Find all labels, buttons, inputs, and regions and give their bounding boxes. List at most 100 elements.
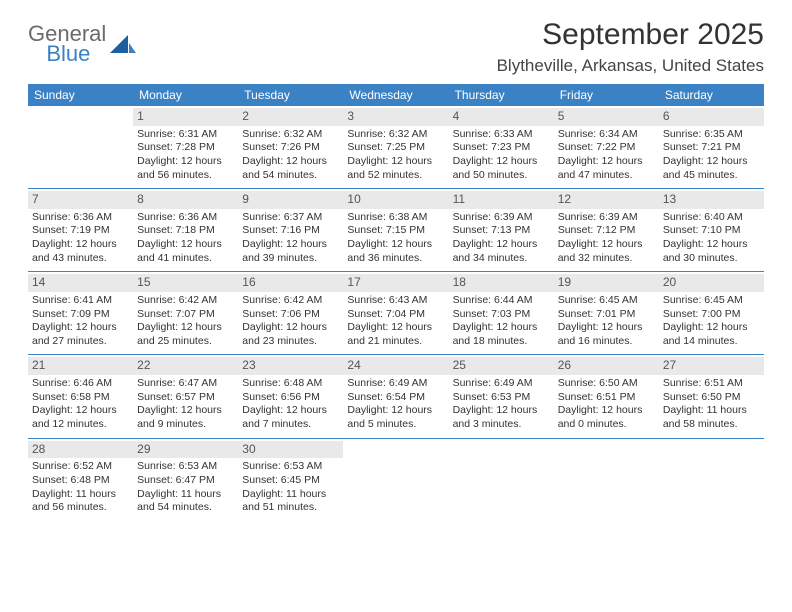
weekday-header: Wednesday: [343, 84, 448, 106]
day-day2: and 47 minutes.: [558, 169, 655, 183]
brand-text: General Blue: [28, 24, 106, 64]
calendar-day-cell: 18Sunrise: 6:44 AMSunset: 7:03 PMDayligh…: [449, 272, 554, 355]
day-day2: and 56 minutes.: [137, 169, 234, 183]
day-day1: Daylight: 12 hours: [663, 238, 760, 252]
day-day1: Daylight: 12 hours: [32, 238, 129, 252]
day-day1: Daylight: 12 hours: [137, 321, 234, 335]
weekday-header: Monday: [133, 84, 238, 106]
day-number: 11: [449, 191, 554, 209]
calendar-body: 1 Sunrise: 6:31 AMSunset: 7:28 PM Daylight…: [28, 106, 764, 521]
day-number: 7: [28, 191, 133, 209]
day-number: 23: [238, 357, 343, 375]
brand-word-2: Blue: [46, 44, 90, 64]
day-day2: and 25 minutes.: [137, 335, 234, 349]
day-day2: and 9 minutes.: [137, 418, 234, 432]
day-number: 4: [449, 108, 554, 126]
calendar-day-cell: 19Sunrise: 6:45 AMSunset: 7:01 PMDayligh…: [554, 272, 659, 355]
calendar-day-cell: 28Sunrise: 6:52 AMSunset: 6:48 PMDayligh…: [28, 438, 133, 521]
day-day2: and 16 minutes.: [558, 335, 655, 349]
calendar-day-cell: 24Sunrise: 6:49 AMSunset: 6:54 PMDayligh…: [343, 355, 448, 438]
day-day2: and 39 minutes.: [242, 252, 339, 266]
day-rise: Sunrise: 6:42 AM: [242, 294, 339, 308]
day-day1: Daylight: 12 hours: [453, 404, 550, 418]
day-number: 13: [659, 191, 764, 209]
day-set: Sunset: 7:03 PM: [453, 308, 550, 322]
weekday-header: Friday: [554, 84, 659, 106]
day-day2: and 45 minutes.: [663, 169, 760, 183]
header: General Blue September 2025 Blytheville,…: [28, 18, 764, 76]
calendar-day-cell: 26Sunrise: 6:50 AMSunset: 6:51 PMDayligh…: [554, 355, 659, 438]
day-set: Sunset: 6:51 PM: [558, 391, 655, 405]
day-set: Sunset: 7:28 PM: [137, 141, 234, 155]
day-day2: and 43 minutes.: [32, 252, 129, 266]
day-rise: Sunrise: 6:52 AM: [32, 460, 129, 474]
day-day2: and 18 minutes.: [453, 335, 550, 349]
day-rise: Sunrise: 6:45 AM: [558, 294, 655, 308]
calendar-day-cell: 21Sunrise: 6:46 AMSunset: 6:58 PMDayligh…: [28, 355, 133, 438]
day-number: 12: [554, 191, 659, 209]
brand-logo: General Blue: [28, 18, 136, 64]
day-number: 1: [133, 108, 238, 126]
day-day2: and 5 minutes.: [347, 418, 444, 432]
location-subtitle: Blytheville, Arkansas, United States: [497, 56, 764, 76]
calendar-day-cell: 30Sunrise: 6:53 AMSunset: 6:45 PMDayligh…: [238, 438, 343, 521]
day-day1: Daylight: 12 hours: [663, 321, 760, 335]
calendar-week-row: 14Sunrise: 6:41 AMSunset: 7:09 PMDayligh…: [28, 272, 764, 355]
day-rise: Sunrise: 6:49 AM: [347, 377, 444, 391]
calendar-day-cell: [28, 106, 133, 189]
day-rise: Sunrise: 6:48 AM: [242, 377, 339, 391]
day-day2: and 23 minutes.: [242, 335, 339, 349]
day-rise: Sunrise: 6:49 AM: [453, 377, 550, 391]
day-day1: Daylight: 12 hours: [347, 404, 444, 418]
day-day1: Daylight: 12 hours: [347, 155, 444, 169]
day-number: 26: [554, 357, 659, 375]
calendar-day-cell: 22Sunrise: 6:47 AMSunset: 6:57 PMDayligh…: [133, 355, 238, 438]
day-rise: Sunrise: 6:47 AM: [137, 377, 234, 391]
calendar-day-cell: [554, 438, 659, 521]
day-number: 30: [238, 441, 343, 459]
calendar-day-cell: 13Sunrise: 6:40 AMSunset: 7:10 PMDayligh…: [659, 189, 764, 272]
day-day1: Daylight: 12 hours: [32, 404, 129, 418]
day-day2: and 0 minutes.: [558, 418, 655, 432]
day-rise: Sunrise: 6:37 AM: [242, 211, 339, 225]
day-day1: Daylight: 12 hours: [347, 238, 444, 252]
day-rise: Sunrise: 6:36 AM: [137, 211, 234, 225]
weekday-header: Tuesday: [238, 84, 343, 106]
day-rise: Sunrise: 6:39 AM: [453, 211, 550, 225]
day-day2: and 52 minutes.: [347, 169, 444, 183]
day-rise: Sunrise: 6:42 AM: [137, 294, 234, 308]
day-set: Sunset: 6:54 PM: [347, 391, 444, 405]
day-day2: and 50 minutes.: [453, 169, 550, 183]
day-day1: Daylight: 12 hours: [242, 404, 339, 418]
day-day2: and 7 minutes.: [242, 418, 339, 432]
day-set: Sunset: 7:06 PM: [242, 308, 339, 322]
day-day1: Daylight: 11 hours: [242, 488, 339, 502]
day-day2: and 41 minutes.: [137, 252, 234, 266]
day-set: Sunset: 7:19 PM: [32, 224, 129, 238]
day-day1: Daylight: 12 hours: [663, 155, 760, 169]
calendar-day-cell: 23Sunrise: 6:48 AMSunset: 6:56 PMDayligh…: [238, 355, 343, 438]
day-rise: Sunrise: 6:36 AM: [32, 211, 129, 225]
calendar-day-cell: 15Sunrise: 6:42 AMSunset: 7:07 PMDayligh…: [133, 272, 238, 355]
day-day1: Daylight: 12 hours: [453, 155, 550, 169]
day-number: 17: [343, 274, 448, 292]
day-set: Sunset: 6:50 PM: [663, 391, 760, 405]
weekday-header: Sunday: [28, 84, 133, 106]
day-set: Sunset: 7:22 PM: [558, 141, 655, 155]
day-day2: and 51 minutes.: [242, 501, 339, 515]
day-number: 22: [133, 357, 238, 375]
day-set: Sunset: 7:18 PM: [137, 224, 234, 238]
day-rise: Sunrise: 6:53 AM: [242, 460, 339, 474]
day-day2: and 27 minutes.: [32, 335, 129, 349]
day-day2: and 32 minutes.: [558, 252, 655, 266]
calendar-day-cell: 9Sunrise: 6:37 AMSunset: 7:16 PMDaylight…: [238, 189, 343, 272]
day-number: 19: [554, 274, 659, 292]
calendar-day-cell: 29Sunrise: 6:53 AMSunset: 6:47 PMDayligh…: [133, 438, 238, 521]
day-rise: Sunrise: 6:31 AM: [137, 128, 234, 142]
day-set: Sunset: 7:00 PM: [663, 308, 760, 322]
day-number: 5: [554, 108, 659, 126]
day-day1: Daylight: 12 hours: [137, 404, 234, 418]
day-set: Sunset: 7:25 PM: [347, 141, 444, 155]
calendar-day-cell: 17Sunrise: 6:43 AMSunset: 7:04 PMDayligh…: [343, 272, 448, 355]
day-set: Sunset: 6:48 PM: [32, 474, 129, 488]
